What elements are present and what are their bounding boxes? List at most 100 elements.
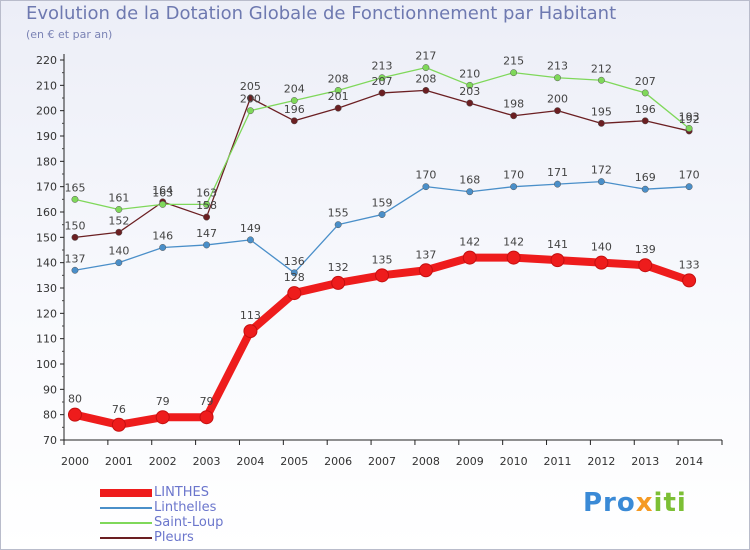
data-label-linthelles: 155 (328, 207, 349, 220)
data-point-saint-loup (510, 69, 518, 77)
legend-swatch-linthes (100, 489, 152, 497)
y-tick-label: 190 (36, 130, 57, 143)
data-label-linthes: 139 (635, 243, 656, 256)
data-point-linthelles (115, 259, 123, 267)
data-point-saint-loup (685, 124, 693, 132)
data-point-linthes (462, 250, 477, 265)
data-point-pleurs (641, 117, 649, 125)
data-label-linthes: 79 (156, 395, 170, 408)
data-label-linthes: 79 (200, 395, 214, 408)
data-label-pleurs: 164 (152, 184, 173, 197)
data-point-linthes (287, 286, 302, 301)
data-label-linthelles: 170 (415, 169, 436, 182)
data-point-linthelles (334, 221, 342, 229)
x-tick-label: 2006 (324, 455, 352, 468)
data-point-linthelles (510, 183, 518, 191)
x-tick-label: 2004 (236, 455, 264, 468)
data-label-saint-loup: 212 (591, 62, 612, 75)
data-label-linthes: 142 (503, 236, 524, 249)
data-point-pleurs (290, 117, 298, 125)
data-label-saint-loup: 217 (415, 50, 436, 63)
x-tick-label: 2005 (280, 455, 308, 468)
data-label-linthelles: 171 (547, 166, 568, 179)
legend-swatch-linthelles (100, 507, 152, 509)
data-label-linthes: 133 (679, 258, 700, 271)
data-point-saint-loup (641, 89, 649, 97)
y-tick-label: 120 (36, 307, 57, 320)
data-label-linthelles: 146 (152, 229, 173, 242)
data-point-linthelles (685, 183, 693, 191)
data-label-linthes: 76 (112, 403, 126, 416)
y-tick-label: 170 (36, 181, 57, 194)
data-label-pleurs: 200 (547, 93, 568, 106)
data-label-linthelles: 136 (284, 255, 305, 268)
x-tick-label: 2009 (456, 455, 484, 468)
y-tick-label: 150 (36, 231, 57, 244)
proxiti-logo: Proxiti (583, 488, 687, 518)
data-point-pleurs (203, 213, 211, 221)
legend-label-pleurs: Pleurs (154, 530, 194, 545)
data-point-linthes (550, 253, 565, 268)
y-tick-label: 200 (36, 105, 57, 118)
data-point-saint-loup (246, 107, 254, 115)
data-label-saint-loup: 200 (240, 93, 261, 106)
data-point-saint-loup (422, 64, 430, 72)
x-tick-label: 2002 (149, 455, 177, 468)
data-label-pleurs: 158 (196, 199, 217, 212)
data-label-saint-loup: 163 (196, 186, 217, 199)
data-point-linthelles (203, 241, 211, 249)
x-tick-label: 2008 (412, 455, 440, 468)
data-label-linthes: 142 (459, 236, 480, 249)
data-label-pleurs: 152 (108, 214, 129, 227)
data-label-saint-loup: 208 (328, 72, 349, 85)
data-point-saint-loup (466, 81, 474, 89)
data-point-linthes (638, 258, 653, 273)
data-label-linthelles: 147 (196, 227, 217, 240)
chart-title: Evolution de la Dotation Globale de Fonc… (26, 3, 617, 24)
legend-swatch-saint-loup (100, 522, 152, 524)
data-point-linthes (506, 250, 521, 265)
data-point-linthes (111, 417, 126, 432)
x-tick-label: 2010 (500, 455, 528, 468)
data-label-pleurs: 198 (503, 98, 524, 111)
data-label-saint-loup: 163 (152, 186, 173, 199)
data-label-pleurs: 201 (328, 90, 349, 103)
data-label-saint-loup: 210 (459, 67, 480, 80)
data-label-pleurs: 196 (284, 103, 305, 116)
data-point-linthes (67, 407, 82, 422)
data-label-saint-loup: 161 (108, 191, 129, 204)
data-point-saint-loup (290, 97, 298, 104)
data-label-saint-loup: 213 (547, 60, 568, 73)
data-label-linthelles: 140 (108, 245, 129, 258)
y-tick-label: 70 (43, 434, 57, 447)
data-point-pleurs (71, 233, 79, 241)
legend-label-linthes: LINTHES (154, 485, 209, 500)
y-tick-label: 90 (43, 383, 57, 396)
data-label-pleurs: 207 (372, 75, 393, 88)
data-point-linthelles (290, 269, 298, 277)
data-point-pleurs (246, 94, 254, 102)
y-tick-label: 180 (36, 155, 57, 168)
data-point-pleurs (378, 89, 386, 97)
data-label-pleurs: 192 (679, 113, 700, 126)
data-point-pleurs (466, 99, 474, 107)
x-tick-label: 2007 (368, 455, 396, 468)
data-point-saint-loup (115, 206, 123, 213)
data-point-linthes (243, 324, 258, 339)
data-point-linthelles (597, 178, 605, 186)
y-tick-label: 140 (36, 257, 57, 270)
data-point-linthelles (159, 244, 167, 251)
x-tick-label: 2003 (193, 455, 221, 468)
x-tick-label: 2013 (631, 455, 659, 468)
y-tick-label: 160 (36, 206, 57, 219)
data-label-linthelles: 149 (240, 222, 261, 235)
data-point-saint-loup (597, 76, 605, 84)
data-point-saint-loup (203, 200, 211, 208)
data-point-linthelles (641, 185, 649, 193)
data-point-linthes (682, 273, 697, 288)
data-point-pleurs (597, 119, 605, 127)
data-point-saint-loup (378, 74, 386, 82)
data-point-linthelles (378, 211, 386, 218)
data-label-pleurs: 203 (459, 85, 480, 98)
